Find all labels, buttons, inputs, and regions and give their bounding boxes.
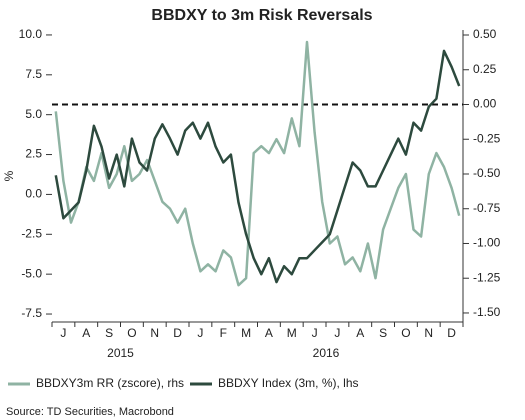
y2-tick-label: 0.50 [473, 27, 497, 41]
x-tick-label: A [82, 326, 90, 340]
x-tick-label: F [220, 326, 227, 340]
y-tick-label: 7.5 [25, 67, 42, 81]
y-tick-label: 0.0 [25, 187, 42, 201]
x-tick-label: A [356, 326, 364, 340]
x-tick-label: M [241, 326, 251, 340]
x-tick-label: D [447, 326, 456, 340]
y2-tick-label: -0.75 [473, 201, 501, 215]
y2-tick-label: 0.00 [473, 97, 497, 111]
x-tick-label: M [287, 326, 297, 340]
y2-tick-label: 0.25 [473, 62, 497, 76]
x-tick-label: O [401, 326, 410, 340]
legend-label: BBDXY Index (3m, %), lhs [218, 376, 359, 390]
x-tick-label: O [127, 326, 136, 340]
y2-tick-label: -1.50 [473, 305, 501, 319]
x-tick-label: J [197, 326, 203, 340]
y-tick-label: -7.5 [21, 306, 42, 320]
y2-tick-label: -1.00 [473, 236, 501, 250]
y-tick-label: 2.5 [25, 147, 42, 161]
x-tick-label: J [312, 326, 318, 340]
y-tick-label: 10.0 [19, 27, 43, 41]
y-tick-label: -2.5 [21, 226, 42, 240]
series-line [54, 49, 461, 284]
x-tick-label: S [105, 326, 113, 340]
year-label: 2016 [313, 346, 340, 360]
source-note: Source: TD Securities, Macrobond [6, 406, 174, 418]
x-tick-label: J [334, 326, 340, 340]
series-line [54, 40, 461, 287]
y2-tick-label: -0.50 [473, 166, 501, 180]
x-tick-label: S [379, 326, 387, 340]
x-tick-label: J [60, 326, 66, 340]
legend-label: BBDXY3m RR (zscore), rhs [36, 376, 184, 390]
y-tick-label: 5.0 [25, 107, 42, 121]
y2-tick-label: -0.25 [473, 131, 501, 145]
x-tick-label: N [424, 326, 433, 340]
y-tick-label: -5.0 [21, 266, 42, 280]
x-tick-label: N [150, 326, 159, 340]
y2-tick-label: -1.25 [473, 270, 501, 284]
y-axis-label: % [2, 170, 16, 181]
x-tick-label: D [173, 326, 182, 340]
chart-title: BBDXY to 3m Risk Reversals [151, 7, 372, 24]
x-tick-label: A [265, 326, 273, 340]
year-label: 2015 [107, 346, 134, 360]
